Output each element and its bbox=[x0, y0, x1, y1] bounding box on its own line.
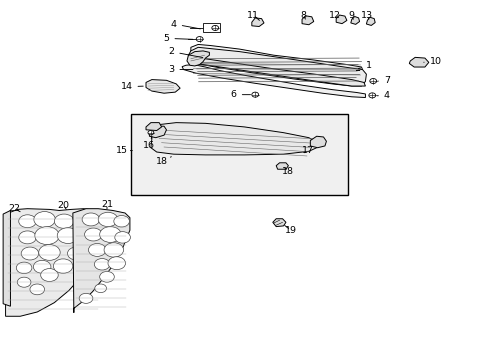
Circle shape bbox=[41, 269, 58, 282]
Circle shape bbox=[98, 212, 118, 226]
Circle shape bbox=[39, 244, 60, 260]
Circle shape bbox=[19, 215, 36, 228]
Text: 4: 4 bbox=[170, 19, 200, 29]
Polygon shape bbox=[350, 17, 359, 24]
Circle shape bbox=[88, 243, 106, 256]
Polygon shape bbox=[5, 209, 104, 316]
Circle shape bbox=[114, 216, 129, 227]
Polygon shape bbox=[276, 163, 288, 169]
Polygon shape bbox=[146, 80, 180, 93]
Circle shape bbox=[95, 284, 106, 293]
Text: 5: 5 bbox=[163, 34, 193, 43]
Polygon shape bbox=[408, 57, 428, 67]
Circle shape bbox=[35, 226, 59, 244]
Circle shape bbox=[16, 262, 32, 274]
Text: 6: 6 bbox=[230, 90, 250, 99]
Polygon shape bbox=[310, 136, 326, 148]
Circle shape bbox=[82, 213, 100, 226]
Text: 9: 9 bbox=[348, 10, 354, 19]
Circle shape bbox=[196, 37, 203, 41]
Text: 4: 4 bbox=[376, 91, 389, 100]
Text: 13: 13 bbox=[361, 10, 373, 19]
Circle shape bbox=[33, 260, 51, 273]
Polygon shape bbox=[188, 57, 365, 86]
Polygon shape bbox=[188, 47, 366, 86]
Circle shape bbox=[79, 293, 93, 303]
Circle shape bbox=[21, 247, 39, 260]
Text: 7: 7 bbox=[377, 76, 389, 85]
Bar bbox=[131, 114, 347, 195]
Circle shape bbox=[94, 258, 110, 270]
Circle shape bbox=[84, 228, 102, 241]
Text: 14: 14 bbox=[120, 82, 143, 91]
Circle shape bbox=[251, 92, 258, 97]
Bar bbox=[203, 23, 220, 32]
Polygon shape bbox=[302, 16, 313, 25]
Polygon shape bbox=[272, 219, 285, 226]
Text: 16: 16 bbox=[143, 136, 155, 150]
Text: 3: 3 bbox=[168, 65, 193, 74]
Circle shape bbox=[369, 78, 376, 84]
Text: 1: 1 bbox=[358, 61, 371, 70]
Circle shape bbox=[211, 26, 218, 31]
Text: 2: 2 bbox=[168, 47, 203, 58]
Polygon shape bbox=[73, 209, 130, 313]
Text: 17: 17 bbox=[301, 146, 313, 155]
Polygon shape bbox=[146, 123, 161, 131]
Circle shape bbox=[54, 214, 74, 228]
Text: 20: 20 bbox=[57, 201, 69, 210]
Circle shape bbox=[30, 284, 44, 295]
Circle shape bbox=[83, 225, 98, 235]
Polygon shape bbox=[335, 15, 346, 24]
Polygon shape bbox=[190, 44, 362, 69]
Text: 12: 12 bbox=[328, 10, 340, 19]
Text: 8: 8 bbox=[300, 10, 305, 19]
Circle shape bbox=[77, 235, 92, 247]
Circle shape bbox=[34, 212, 55, 227]
Text: 10: 10 bbox=[423, 57, 441, 66]
Circle shape bbox=[104, 243, 123, 257]
Text: 18: 18 bbox=[282, 167, 294, 176]
Circle shape bbox=[100, 271, 114, 282]
Circle shape bbox=[115, 231, 130, 243]
Text: 22: 22 bbox=[8, 204, 20, 213]
Polygon shape bbox=[186, 51, 209, 66]
Polygon shape bbox=[366, 17, 374, 26]
Circle shape bbox=[67, 247, 85, 260]
Text: 19: 19 bbox=[284, 225, 296, 235]
Circle shape bbox=[148, 131, 154, 135]
Polygon shape bbox=[3, 211, 10, 306]
Circle shape bbox=[57, 228, 79, 243]
Polygon shape bbox=[151, 123, 316, 155]
Circle shape bbox=[53, 259, 73, 273]
Text: 18: 18 bbox=[155, 157, 171, 166]
Text: 15: 15 bbox=[115, 146, 132, 155]
Text: 21: 21 bbox=[101, 200, 113, 209]
Circle shape bbox=[100, 226, 121, 242]
Circle shape bbox=[17, 277, 31, 287]
Polygon shape bbox=[149, 126, 166, 138]
Circle shape bbox=[368, 93, 375, 98]
Text: 11: 11 bbox=[247, 10, 259, 21]
Polygon shape bbox=[182, 64, 365, 98]
Circle shape bbox=[108, 257, 125, 270]
Polygon shape bbox=[251, 18, 264, 27]
Circle shape bbox=[19, 231, 36, 244]
